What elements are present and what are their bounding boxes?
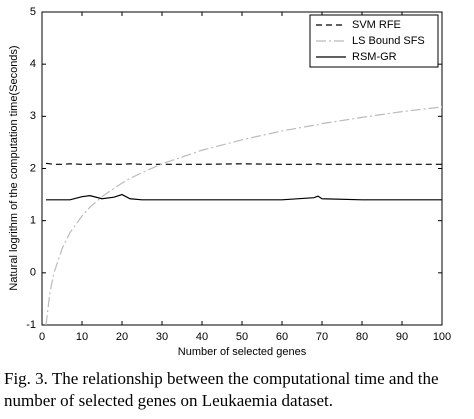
x-tick-label: 90 (396, 331, 408, 343)
legend-label: RSM-GR (352, 51, 397, 63)
legend-label: SVM RFE (352, 19, 401, 31)
series-line (45, 106, 443, 326)
x-tick-label: 70 (316, 331, 328, 343)
x-tick-label: 30 (156, 331, 168, 343)
legend-box (309, 14, 439, 68)
y-tick-label: 1 (30, 215, 36, 227)
series-line (46, 193, 442, 201)
caption-line: number of selected genes on Leukaemia da… (4, 391, 333, 410)
x-tick-label: 100 (433, 331, 451, 343)
x-tick-label: 0 (39, 331, 45, 343)
y-tick-label: 3 (30, 110, 36, 122)
y-tick-label: 5 (30, 6, 36, 18)
x-tick-label: 80 (356, 331, 368, 343)
caption-line: Fig. 3. The relationship between the com… (4, 369, 439, 388)
y-axis-label: Natural logrithm of the computation time… (8, 45, 20, 290)
x-tick-label: 40 (196, 331, 208, 343)
y-tick-label: 2 (30, 162, 36, 174)
y-tick-label: 0 (30, 267, 36, 279)
x-axis-label: Number of selected genes (178, 346, 307, 358)
legend-label: LS Bound SFS (352, 35, 425, 47)
series-line (45, 162, 442, 165)
y-tick-label: -1 (26, 319, 36, 331)
x-tick-label: 50 (236, 331, 248, 343)
y-tick-label: 4 (30, 58, 36, 70)
x-tick-label: 20 (116, 331, 128, 343)
x-tick-label: 10 (76, 331, 88, 343)
x-tick-label: 60 (276, 331, 288, 343)
